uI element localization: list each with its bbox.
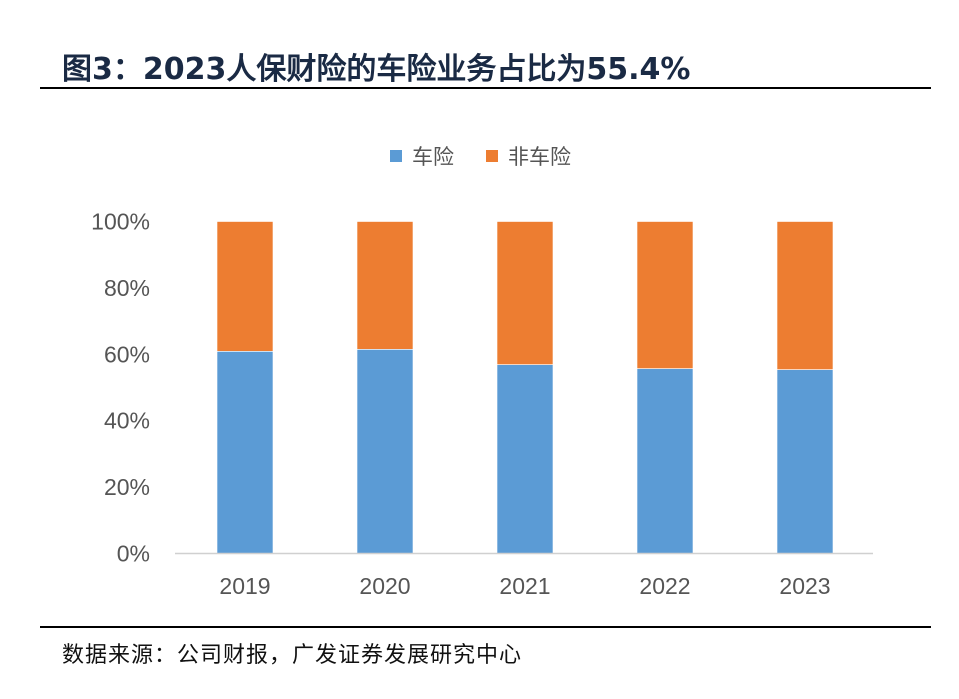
x-tick-label: 2022: [639, 573, 690, 599]
x-tick-label: 2023: [779, 573, 830, 599]
legend-swatch: [486, 150, 498, 162]
bar-non-auto-2021: [496, 221, 554, 365]
source-divider: [40, 626, 931, 628]
legend-label: 车险: [412, 145, 454, 169]
x-tick-label: 2021: [499, 573, 550, 599]
y-tick-label: 80%: [104, 275, 150, 301]
y-tick-label: 0%: [117, 541, 150, 567]
legend-swatch: [390, 150, 402, 162]
bar-non-auto-2023: [776, 221, 834, 370]
x-tick-label: 2020: [359, 573, 410, 599]
bar-non-auto-2019: [216, 221, 274, 352]
bar-auto-2023: [776, 369, 834, 554]
bar-auto-2019: [216, 351, 274, 554]
bar-auto-2020: [356, 349, 414, 554]
legend-label: 非车险: [508, 145, 571, 169]
y-tick-label: 100%: [91, 209, 150, 235]
x-tick-label: 2019: [219, 573, 270, 599]
bar-auto-2022: [636, 368, 694, 554]
y-tick-label: 60%: [104, 341, 150, 367]
bar-non-auto-2020: [356, 221, 414, 350]
source-note: 数据来源：公司财报，广发证券发展研究中心: [62, 643, 523, 668]
title-divider: [40, 87, 931, 89]
bar-auto-2021: [496, 364, 554, 554]
y-tick-label: 20%: [104, 474, 150, 500]
y-tick-label: 40%: [104, 408, 150, 434]
figure-title: 图3：2023人保财险的车险业务占比为55.4%: [62, 52, 691, 87]
bar-non-auto-2022: [636, 221, 694, 369]
